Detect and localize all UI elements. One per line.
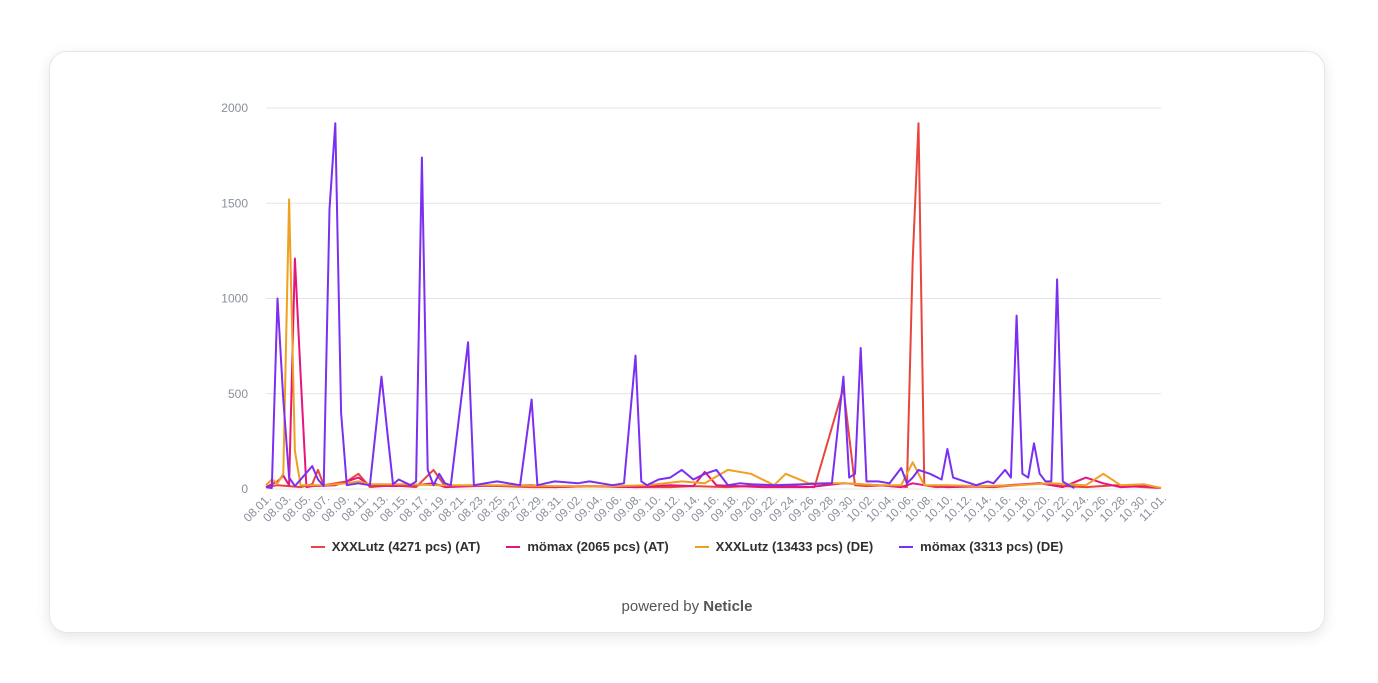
legend-label: mömax (3313 pcs) (DE) [920, 539, 1064, 554]
legend-swatch [310, 545, 325, 548]
legend-swatch [506, 545, 521, 548]
legend: XXXLutz (4271 pcs) (AT) mömax (2065 pcs)… [50, 539, 1324, 554]
legend-swatch [899, 545, 914, 548]
legend-item-xxxlutz-de[interactable]: XXXLutz (13433 pcs) (DE) [694, 539, 874, 554]
y-tick-label: 1500 [221, 196, 248, 210]
legend-label: XXXLutz (13433 pcs) (DE) [715, 539, 874, 554]
y-tick-label: 1000 [221, 292, 248, 306]
powered-by-credit: powered by Neticle [50, 598, 1324, 615]
gridlines [266, 107, 1161, 490]
y-tick-label: 500 [228, 387, 248, 401]
series-line-1[interactable] [265, 257, 1162, 489]
credit-brand: Neticle [703, 598, 753, 615]
legend-swatch [694, 545, 709, 548]
series-line-2[interactable] [265, 198, 1162, 489]
legend-label: mömax (2065 pcs) (AT) [527, 539, 669, 554]
legend-item-xxxlutz-at[interactable]: XXXLutz (4271 pcs) (AT) [310, 539, 481, 554]
series-line-0[interactable] [265, 122, 1162, 489]
x-axis-ticks: 08.01.08.03.08.05.08.07.08.09.08.11.08.1… [241, 491, 1169, 524]
y-tick-label: 0 [241, 482, 248, 496]
chart-card: 0 500 1000 1500 2000 08.01. 08.03. 08.05. 08.07… [49, 51, 1325, 633]
legend-item-momax-at[interactable]: mömax (2065 pcs) (AT) [506, 539, 669, 554]
y-tick-label: 2000 [221, 101, 248, 115]
series-line-3[interactable] [265, 122, 1075, 489]
legend-label: XXXLutz (4271 pcs) (AT) [331, 539, 481, 554]
legend-item-momax-de[interactable]: mömax (3313 pcs) (DE) [899, 539, 1063, 554]
y-axis-ticks: 0 500 1000 1500 2000 [221, 101, 248, 496]
credit-prefix: powered by [621, 598, 704, 615]
line-chart: 0 500 1000 1500 2000 08.01.08.03.08.05.08.07… [221, 101, 1169, 525]
series-lines [265, 122, 1162, 489]
